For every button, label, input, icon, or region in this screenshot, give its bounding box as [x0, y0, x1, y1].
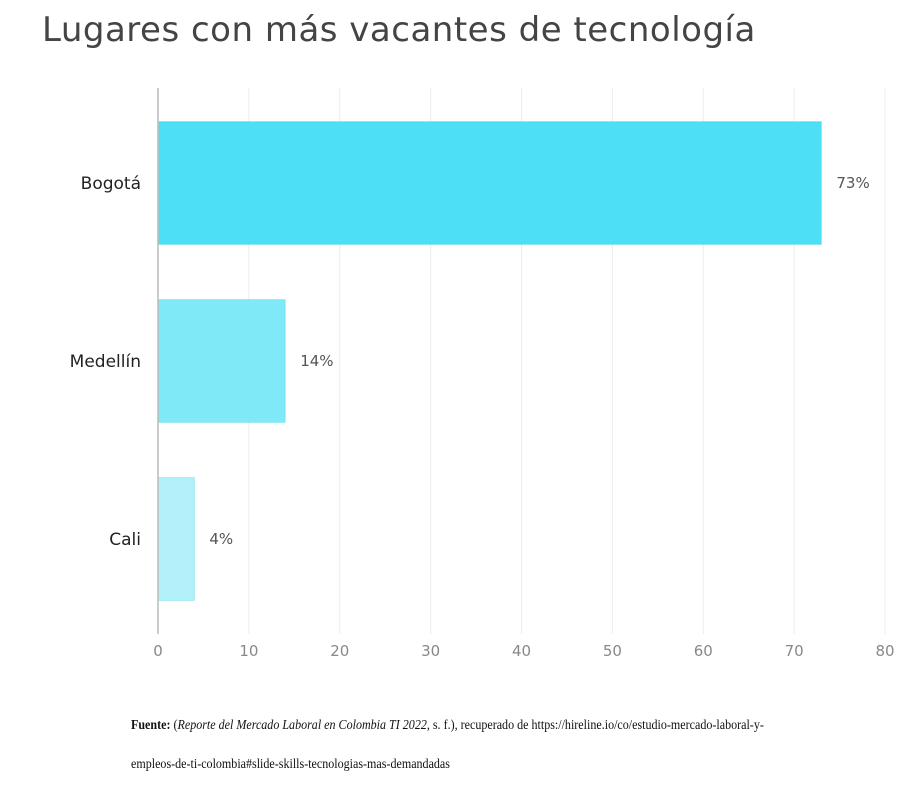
- x-tick-label: 70: [785, 642, 804, 660]
- category-label: Medellín: [70, 352, 141, 372]
- x-tick-label: 30: [421, 642, 440, 660]
- data-label: 4%: [209, 530, 233, 548]
- chart-title: Lugares con más vacantes de tecnología: [42, 10, 756, 50]
- category-label: Bogotá: [81, 174, 141, 194]
- source-rest: , s. f.), recuperado de https://hireline…: [131, 718, 764, 772]
- category-label: Cali: [109, 530, 141, 550]
- x-tick-label: 80: [875, 642, 894, 660]
- x-tick-label: 60: [694, 642, 713, 660]
- labels: 0 10 20 30 40 50 60 70 80 Bogotá 73% Medellín 14% Cal…: [70, 174, 895, 660]
- bar-chart: 0 10 20 30 40 50 60 70 80 Bogotá 73% Medellín 14% Cal…: [70, 88, 895, 660]
- x-tick-label: 40: [512, 642, 531, 660]
- source-note: Fuente: (Reporte del Mercado Laboral en …: [131, 706, 767, 784]
- x-tick-label: 20: [330, 642, 349, 660]
- bar: [157, 299, 286, 423]
- data-label: 14%: [300, 352, 333, 370]
- data-label: 73%: [836, 174, 869, 192]
- x-tick-label: 10: [239, 642, 258, 660]
- bars: [157, 121, 822, 601]
- bar: [157, 121, 822, 245]
- bar: [157, 477, 195, 601]
- source-open-paren: (: [170, 718, 178, 733]
- source-title: Reporte del Mercado Laboral en Colombia …: [177, 718, 427, 733]
- source-label: Fuente:: [131, 718, 171, 733]
- x-tick-label: 0: [153, 642, 163, 660]
- x-tick-label: 50: [603, 642, 622, 660]
